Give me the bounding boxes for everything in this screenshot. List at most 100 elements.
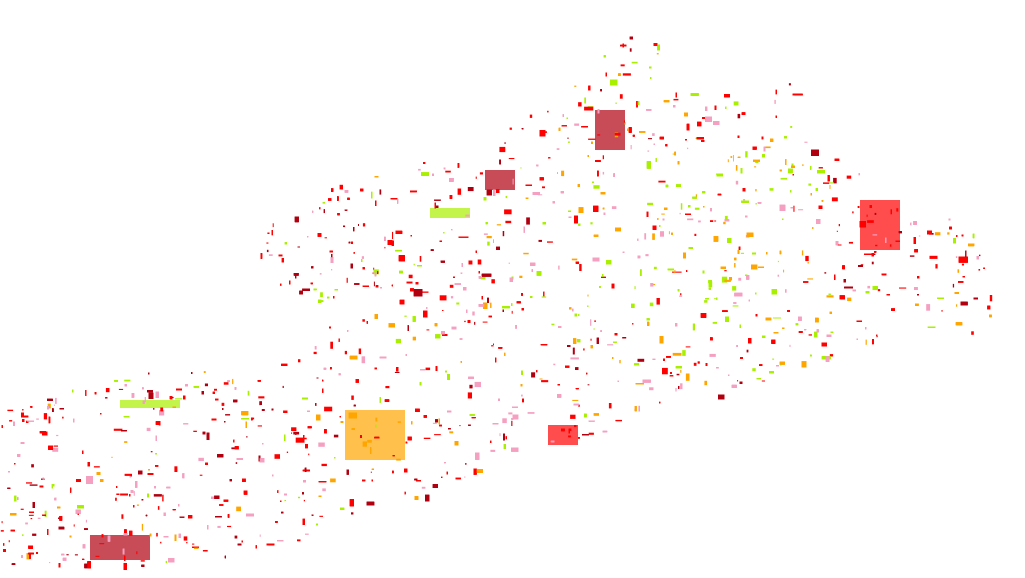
land-patch [464, 320, 466, 323]
land-patch [144, 397, 146, 403]
land-patch [740, 252, 744, 254]
land-patch [43, 413, 48, 420]
land-patch [52, 447, 59, 452]
land-patch-cluster [430, 208, 470, 218]
land-patch [136, 551, 138, 555]
land-patch-cluster [595, 110, 625, 150]
land-patch [602, 171, 605, 175]
land-patch [373, 281, 375, 287]
land-patch [66, 554, 69, 556]
land-patch [941, 310, 943, 312]
land-patch [679, 212, 681, 215]
land-patch [672, 271, 682, 273]
land-patch [947, 232, 950, 235]
land-patch [203, 371, 206, 373]
land-patch [379, 189, 382, 195]
land-patch [153, 494, 162, 497]
land-patch [788, 83, 791, 86]
land-patch [1, 521, 3, 524]
land-patch [630, 145, 632, 150]
land-patch [637, 358, 645, 362]
land-patch [620, 64, 625, 67]
land-patch [526, 217, 530, 225]
land-patch [697, 361, 700, 364]
land-patch [672, 352, 682, 356]
land-patch [918, 235, 921, 237]
land-patch [227, 525, 232, 528]
land-patch [578, 102, 582, 107]
land-patch [611, 206, 617, 209]
land-patch [20, 508, 24, 510]
land-patch [344, 350, 347, 355]
land-patch [423, 437, 431, 439]
land-patch [362, 319, 365, 322]
land-patch [687, 147, 689, 150]
land-patch [293, 431, 300, 435]
land-patch [17, 497, 19, 500]
land-patch [53, 445, 58, 447]
land-patch [622, 73, 631, 76]
land-patch [324, 406, 333, 412]
land-patch [529, 114, 533, 118]
land-patch [343, 225, 346, 228]
land-patch [467, 392, 472, 399]
land-patch [324, 237, 327, 239]
land-patch [298, 496, 301, 499]
land-patch [754, 166, 757, 168]
land-patch [156, 532, 158, 537]
land-patch [174, 466, 178, 472]
land-patch [74, 554, 78, 556]
land-patch [291, 427, 297, 432]
land-patch [26, 482, 33, 484]
land-patch [802, 164, 804, 166]
land-patch [274, 454, 280, 459]
land-patch [866, 214, 868, 217]
land-patch [587, 384, 590, 386]
land-patch [508, 158, 515, 160]
land-patch [808, 183, 812, 186]
land-patch [305, 533, 309, 535]
land-patch [30, 518, 33, 520]
land-patch [124, 441, 128, 443]
land-patch [680, 293, 682, 296]
land-patch [449, 431, 454, 434]
land-patch [734, 263, 736, 268]
land-patch [971, 331, 974, 335]
land-patch [225, 414, 231, 416]
land-patch [304, 437, 307, 440]
land-patch [465, 463, 467, 465]
land-patch [267, 232, 270, 234]
land-patch [755, 189, 757, 192]
land-patch [593, 328, 595, 330]
land-patch [221, 402, 225, 406]
land-patch [474, 381, 481, 388]
land-patch [833, 177, 837, 184]
land-patch [457, 188, 462, 195]
land-patch [826, 295, 834, 298]
land-patch [574, 85, 577, 87]
land-patch [247, 390, 250, 396]
land-patch [384, 246, 386, 249]
land-patch [710, 220, 714, 222]
land-patch [570, 357, 579, 360]
land-patch [619, 94, 623, 99]
land-patch [140, 560, 145, 562]
land-patch [685, 346, 691, 348]
land-patch [694, 207, 700, 210]
land-patch [622, 337, 627, 339]
land-patch [385, 386, 390, 389]
land-patch [872, 234, 878, 236]
land-patch [202, 550, 208, 552]
land-patch [724, 215, 728, 221]
land-patch [737, 113, 741, 119]
land-patch [286, 451, 289, 453]
land-patch-cluster [860, 200, 900, 250]
land-patch [571, 258, 578, 261]
land-patch [865, 339, 867, 345]
land-patch [590, 222, 593, 225]
land-patch [752, 368, 756, 372]
land-patch [957, 269, 960, 273]
land-patch [395, 249, 402, 252]
land-patch [608, 403, 612, 409]
land-patch [486, 236, 492, 239]
